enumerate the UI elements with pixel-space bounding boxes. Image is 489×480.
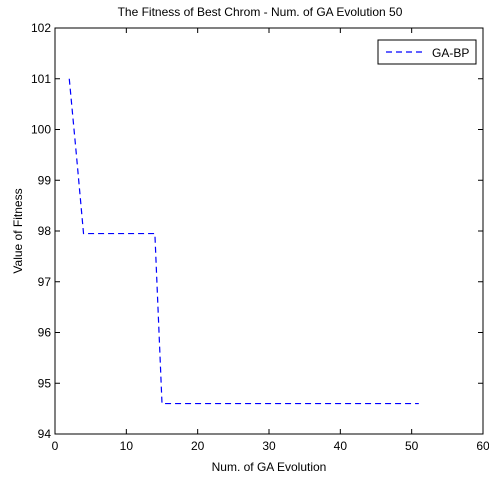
series-layer — [68, 78, 419, 405]
x-tick-label: 60 — [476, 439, 489, 453]
series-line-ga-bp — [68, 78, 419, 405]
y-tick-label: 97 — [38, 275, 52, 289]
y-tick-label: 102 — [31, 21, 51, 35]
chart-title: The Fitness of Best Chrom - Num. of GA E… — [118, 5, 403, 19]
y-axis: 94 95 96 97 98 99 100 101 102 — [31, 21, 483, 441]
x-tick-label: 30 — [262, 439, 276, 453]
x-axis-label: Num. of GA Evolution — [212, 460, 327, 474]
plot-area — [54, 27, 484, 435]
y-axis-label: Value of Fitness — [11, 188, 25, 273]
legend-label-ga-bp: GA-BP — [432, 46, 469, 60]
x-tick-label: 40 — [334, 439, 348, 453]
y-tick-label: 99 — [38, 173, 52, 187]
y-tick-label: 98 — [38, 224, 52, 238]
legend-box — [377, 39, 477, 65]
y-tick-label: 100 — [31, 123, 51, 137]
y-tick-label: 96 — [38, 326, 52, 340]
x-tick-label: 0 — [52, 439, 59, 453]
legend: GA-BP — [377, 39, 477, 65]
y-tick-label: 101 — [31, 72, 51, 86]
y-tick-label: 95 — [38, 376, 52, 390]
x-axis: 0 10 20 30 40 50 60 — [52, 28, 489, 453]
x-tick-label: 20 — [191, 439, 205, 453]
x-tick-label: 10 — [120, 439, 134, 453]
x-tick-label: 50 — [405, 439, 419, 453]
y-tick-label: 94 — [38, 427, 52, 441]
